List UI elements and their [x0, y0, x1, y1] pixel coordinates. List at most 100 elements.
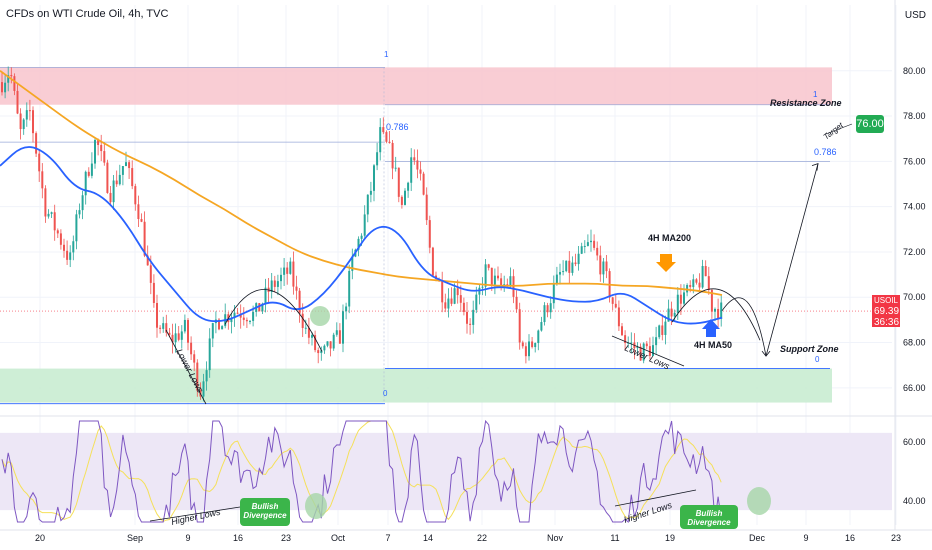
- candle-body: [531, 341, 534, 348]
- candle-body: [679, 294, 682, 304]
- time-tick-label: 7: [385, 533, 390, 543]
- candle-body: [183, 319, 186, 332]
- candle-body: [528, 341, 530, 357]
- arc-1: [224, 289, 323, 352]
- candle-body: [134, 186, 137, 205]
- candle-body: [645, 343, 648, 347]
- candle-body: [69, 252, 72, 260]
- candle-body: [565, 260, 568, 272]
- candle-body: [704, 266, 707, 277]
- candle-body: [100, 144, 103, 152]
- candle-body: [593, 240, 596, 248]
- time-tick-label: 11: [610, 533, 619, 543]
- time-axis: 20 Sep 9 16 23 Oct 7 14 22 Nov 11 19 Dec 9 16 23: [35, 533, 901, 543]
- candle-body: [298, 290, 301, 314]
- candle-body: [261, 303, 264, 312]
- candle-body: [648, 346, 651, 356]
- candle-body: [493, 275, 496, 285]
- candle-body: [258, 303, 261, 312]
- candle-body: [78, 210, 81, 215]
- candle-body: [521, 342, 524, 347]
- candle-body: [264, 287, 267, 304]
- candle-body: [59, 233, 62, 245]
- target-line: [825, 123, 853, 135]
- time-tick-label: 23: [281, 533, 291, 543]
- candle-body: [599, 255, 602, 275]
- candle-body: [32, 110, 34, 134]
- candle-body: [205, 370, 208, 382]
- candle-body: [177, 333, 180, 340]
- ma200-line: [0, 70, 723, 296]
- price-tick-label: 66.00: [903, 383, 926, 393]
- candle-body: [472, 309, 475, 325]
- candle-body: [580, 246, 583, 254]
- highlight-circle-2: [305, 493, 327, 519]
- candle-body: [676, 294, 679, 313]
- candle-body: [90, 163, 93, 176]
- time-tick-label: Nov: [547, 533, 564, 543]
- candle-body: [667, 308, 670, 322]
- candle-body: [428, 220, 431, 248]
- price-tick-label: 70.00: [903, 292, 926, 302]
- candle-body: [568, 260, 571, 273]
- candle-body: [252, 311, 255, 321]
- candle-body: [44, 188, 47, 217]
- candle-body: [363, 214, 366, 236]
- support-zone: [0, 368, 832, 403]
- candle-body: [137, 204, 140, 220]
- price-tick-label: 78.00: [903, 111, 926, 121]
- candle-body: [273, 280, 276, 287]
- candle-body: [670, 308, 673, 317]
- lower-lows-line-2: [611, 335, 685, 367]
- price-tick-label: 72.00: [903, 247, 926, 257]
- drawings: [149, 123, 853, 522]
- candle-body: [652, 345, 654, 356]
- candle-body: [534, 343, 537, 348]
- candle-body: [125, 162, 127, 167]
- fib-0786-label-2: 0.786: [814, 147, 837, 157]
- candle-body: [596, 247, 599, 256]
- candle-body: [683, 292, 685, 304]
- candle-body: [242, 317, 245, 320]
- candle-body: [314, 335, 317, 351]
- candle-body: [357, 238, 360, 250]
- price-tick-label: 76.00: [903, 156, 926, 166]
- candle-body: [404, 190, 406, 205]
- candle-body: [301, 313, 304, 328]
- arc-2: [671, 288, 761, 341]
- candle-body: [481, 286, 484, 288]
- candle-body: [162, 323, 165, 329]
- candle-body: [41, 171, 44, 189]
- price-zones: [0, 66, 872, 405]
- candle-body: [466, 311, 468, 324]
- candle-body: [571, 262, 574, 273]
- candle-body: [416, 160, 419, 170]
- candle-body: [208, 338, 211, 371]
- time-tick-label: Oct: [331, 533, 346, 543]
- candle-body: [636, 346, 639, 349]
- candle-body: [509, 276, 512, 286]
- time-tick-label: Dec: [749, 533, 766, 543]
- candle-body: [707, 276, 710, 290]
- candle-body: [128, 162, 131, 169]
- fib-top-label-1: 1: [384, 50, 389, 59]
- highlight-circle-1: [310, 306, 330, 326]
- candle-body: [611, 297, 614, 304]
- candle-body: [391, 142, 394, 169]
- candle-body: [171, 334, 174, 343]
- moving-averages: [0, 70, 723, 325]
- candle-body: [348, 270, 351, 307]
- ma50-line: [0, 146, 723, 325]
- candles: [1, 66, 723, 402]
- candle-body: [518, 309, 521, 343]
- time-tick-label: 9: [185, 533, 190, 543]
- currency-label[interactable]: USD: [904, 10, 926, 21]
- candle-body: [639, 346, 642, 361]
- candle-body: [506, 284, 509, 286]
- candle-body: [447, 298, 450, 309]
- candle-body: [202, 381, 205, 397]
- chart-title: CFDs on WTI Crude Oil, 4h, TVC: [6, 8, 169, 20]
- candle-body: [115, 180, 118, 185]
- ma200-arrow-marker: [656, 254, 676, 272]
